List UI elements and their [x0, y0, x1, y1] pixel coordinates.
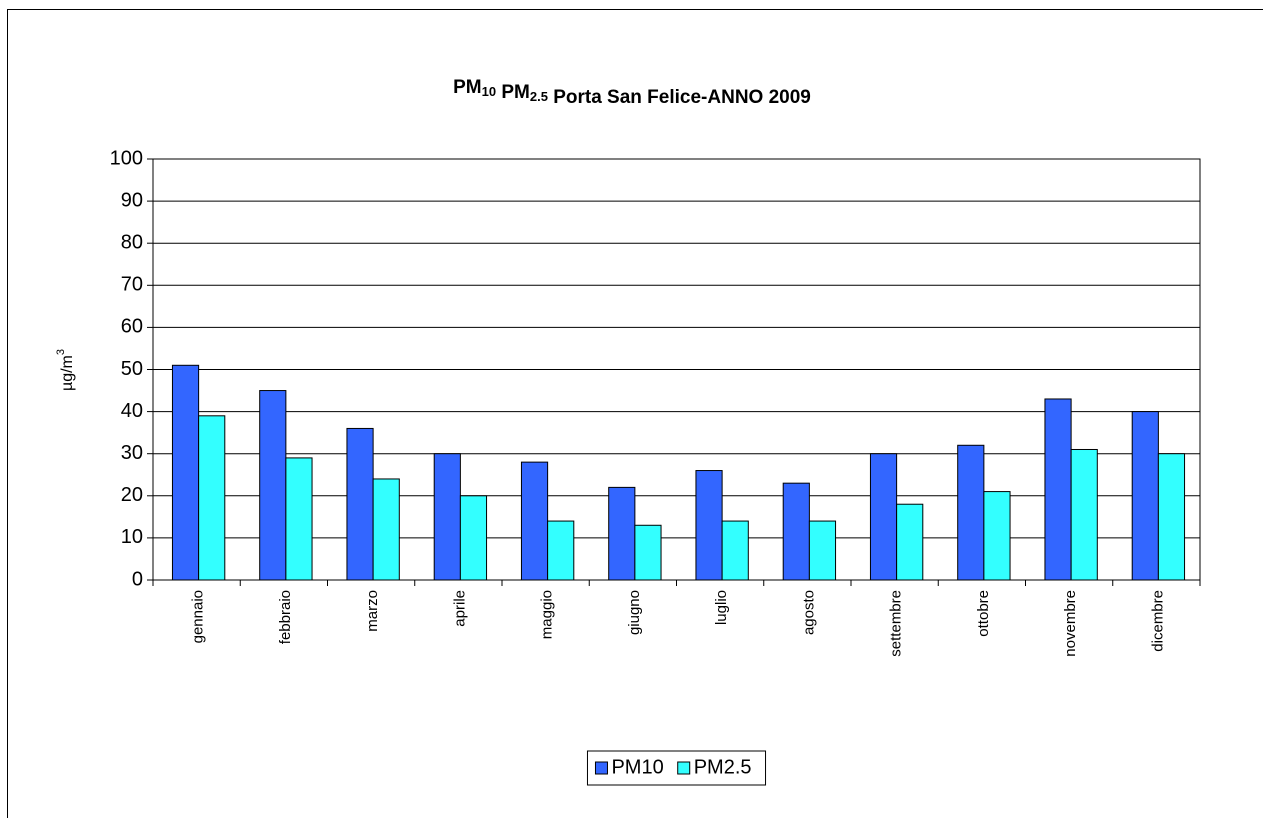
legend: PM10 PM2.5 — [586, 750, 767, 786]
bar — [198, 415, 226, 581]
y-tick-label: 80 — [121, 231, 143, 253]
bar — [869, 453, 898, 581]
bar — [1157, 453, 1186, 581]
bar — [808, 520, 837, 581]
legend-box — [586, 750, 767, 786]
y-tick-label: 50 — [121, 358, 143, 380]
bar — [346, 427, 374, 581]
legend-swatch — [594, 761, 608, 775]
bar — [372, 478, 400, 581]
bar — [259, 390, 287, 581]
legend-swatch — [677, 761, 691, 775]
x-tick-label: marzo — [364, 590, 381, 632]
bar — [721, 520, 749, 581]
x-tick-label: aprile — [451, 590, 468, 627]
x-tick-label: ottobre — [975, 590, 992, 637]
bar — [520, 461, 549, 581]
x-tick-label: dicembre — [1149, 590, 1166, 652]
bar — [1070, 448, 1098, 581]
y-tick-label: 20 — [121, 484, 143, 506]
y-tick-label: 0 — [132, 568, 143, 590]
y-axis-label: µg/m3 — [55, 349, 76, 391]
bar — [634, 524, 662, 581]
x-tick-label: gennaio — [190, 590, 207, 643]
bar — [695, 470, 723, 581]
bar — [1044, 398, 1072, 581]
y-tick-label: 90 — [121, 189, 143, 211]
bar — [608, 486, 636, 581]
bar — [957, 444, 985, 581]
y-tick-label: 70 — [121, 274, 143, 296]
y-tick-label: 60 — [121, 316, 143, 338]
x-tick-label: agosto — [800, 590, 817, 635]
y-tick-label: 30 — [121, 442, 143, 464]
bar — [782, 482, 810, 581]
x-tick-label: luglio — [713, 590, 730, 625]
bar — [1131, 411, 1159, 581]
x-tick-label: settembre — [888, 590, 905, 657]
y-tick-label: 10 — [121, 526, 143, 548]
x-tick-label: febbraio — [277, 590, 294, 644]
chart-title: PM10 PM2.5 Porta San Felice-ANNO 2009 — [453, 77, 811, 108]
y-tick-label: 40 — [121, 400, 143, 422]
legend-label: PM10 — [611, 756, 663, 778]
x-tick-label: novembre — [1062, 590, 1079, 657]
bar — [433, 453, 461, 581]
y-tick-label: 100 — [110, 147, 143, 169]
x-tick-label: maggio — [539, 590, 556, 639]
bar — [459, 495, 488, 581]
bar — [547, 520, 575, 581]
legend-label: PM2.5 — [694, 756, 752, 778]
x-tick-label: giugno — [626, 590, 643, 635]
bar — [285, 457, 313, 581]
bar — [896, 503, 924, 581]
bar — [983, 491, 1011, 581]
bar — [171, 364, 200, 581]
